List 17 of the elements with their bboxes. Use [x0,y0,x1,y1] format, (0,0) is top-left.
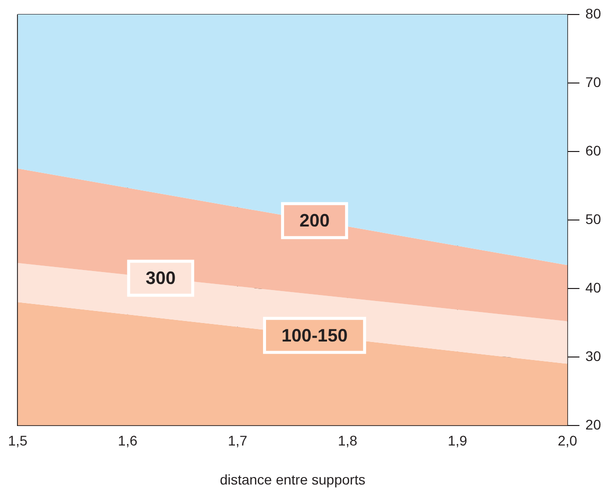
y-tick-label: 20 [585,416,602,432]
series-label: 300 [146,268,176,288]
x-tick-label: 2,0 [558,432,578,449]
x-tick-label: 1,6 [118,432,138,449]
x-tick-label: 1,8 [338,432,358,449]
x-tick-label: 1,7 [228,432,248,449]
y-tick-label: 80 [585,5,602,22]
y-tick-label: 50 [585,210,602,227]
x-axis-title: distance entre supports [220,471,366,488]
series-label: 100-150 [282,325,348,346]
x-tick-label: 1,5 [8,432,28,449]
series-label: 200 [300,210,330,231]
y-tick-label: 60 [585,142,602,158]
y-tick-label: 30 [585,348,602,364]
x-tick-label: 1,9 [448,432,468,449]
y-tick-label: 40 [585,279,602,296]
y-tick-label: 70 [585,74,602,90]
